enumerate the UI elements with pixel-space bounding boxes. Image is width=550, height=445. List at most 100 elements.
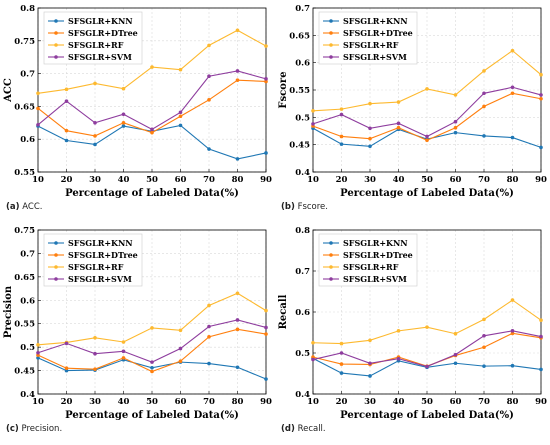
caption-text: Precision. bbox=[21, 424, 63, 434]
x-tick-label: 90 bbox=[260, 175, 272, 185]
data-point bbox=[150, 130, 154, 135]
data-point bbox=[482, 345, 486, 350]
data-point bbox=[150, 365, 154, 370]
x-tick-label: 10 bbox=[307, 397, 319, 407]
data-point bbox=[264, 151, 268, 155]
data-point bbox=[482, 69, 486, 73]
y-tick-label: 0.75 bbox=[14, 37, 35, 47]
legend-label: SFSGLR+KNN bbox=[343, 16, 408, 26]
legend-label: SFSGLR+SVM bbox=[68, 274, 132, 284]
data-point bbox=[453, 331, 458, 336]
data-point bbox=[539, 334, 543, 339]
data-point bbox=[235, 69, 240, 73]
series-sfsglr-rf bbox=[36, 28, 268, 96]
data-point bbox=[425, 134, 429, 139]
x-tick-label: 70 bbox=[203, 397, 215, 407]
acc-chart: 10 20 30 40 50 60 70 80 90 0.55 0.6 0.65 0.7 0.75 0.8 P… bbox=[3, 4, 272, 199]
data-point bbox=[178, 123, 183, 128]
x-tick-label: 50 bbox=[421, 175, 433, 185]
series-sfsglr-dtree bbox=[36, 327, 268, 374]
data-point bbox=[425, 138, 429, 143]
x-axis-label: Percentage of Labeled Data(%) bbox=[65, 410, 239, 421]
legend-label: SFSGLR+RF bbox=[68, 262, 124, 272]
data-point bbox=[235, 28, 240, 33]
y-tick-label: 0.8 bbox=[295, 226, 310, 236]
legend-marker bbox=[329, 19, 333, 23]
y-tick-label: 0.6 bbox=[20, 296, 35, 306]
data-point bbox=[396, 356, 401, 361]
data-point bbox=[368, 126, 372, 131]
data-point bbox=[311, 340, 315, 345]
data-point bbox=[207, 303, 211, 308]
y-tick-label: 0.65 bbox=[14, 273, 35, 283]
x-tick-label: 30 bbox=[89, 175, 101, 185]
data-point bbox=[339, 341, 344, 346]
data-point bbox=[93, 335, 97, 340]
x-tick-label: 40 bbox=[118, 175, 130, 185]
x-tick-label: 50 bbox=[146, 175, 158, 185]
x-tick-label: 40 bbox=[393, 175, 405, 185]
x-tick-label: 60 bbox=[450, 175, 462, 185]
caption: (d) Recall. bbox=[281, 424, 326, 434]
data-point bbox=[482, 134, 486, 138]
y-axis-label: Precision bbox=[3, 285, 14, 338]
y-tick-label: 0.4 bbox=[295, 390, 310, 400]
data-point bbox=[178, 359, 183, 363]
data-point bbox=[121, 86, 126, 91]
x-axis-label: Percentage of Labeled Data(%) bbox=[340, 188, 514, 199]
y-tick-label: 0.5 bbox=[295, 349, 310, 359]
legend-label: SFSGLR+RF bbox=[343, 262, 399, 272]
y-tick-label: 0.6 bbox=[20, 135, 35, 145]
x-tick-label: 50 bbox=[421, 397, 433, 407]
y-tick-label: 0.7 bbox=[20, 249, 35, 259]
y-tick-label: 0.55 bbox=[14, 168, 35, 178]
recall-chart: 10 20 30 40 50 60 70 80 90 0.4 0.5 0.6 0.7 0.8 Percent… bbox=[278, 226, 547, 421]
legend: SFSGLR+KNN SFSGLR+DTree SFSGLR+RF SFSGLR+SV… bbox=[318, 11, 418, 65]
data-point bbox=[207, 361, 211, 366]
data-point bbox=[539, 72, 543, 77]
data-point bbox=[368, 374, 372, 378]
legend-marker bbox=[54, 277, 58, 281]
legend-label: SFSGLR+DTree bbox=[343, 250, 413, 260]
data-point bbox=[510, 298, 515, 302]
data-point bbox=[121, 112, 126, 117]
data-point bbox=[510, 48, 515, 53]
data-point bbox=[311, 108, 315, 113]
x-tick-label: 80 bbox=[507, 175, 519, 185]
y-tick-label: 0.8 bbox=[20, 4, 35, 14]
x-tick-label: 40 bbox=[393, 397, 405, 407]
data-point bbox=[396, 125, 401, 130]
data-point bbox=[368, 338, 372, 343]
data-point bbox=[36, 343, 40, 347]
data-point bbox=[235, 291, 240, 296]
data-point bbox=[64, 99, 69, 103]
y-tick-label: 0.5 bbox=[295, 113, 310, 123]
legend-marker bbox=[329, 241, 333, 245]
data-point bbox=[235, 157, 240, 161]
y-tick-label: 0.45 bbox=[14, 367, 35, 377]
y-tick-label: 0.6 bbox=[295, 308, 310, 318]
series-sfsglr-svm bbox=[36, 318, 268, 364]
y-axis-label: Fscore bbox=[278, 71, 289, 108]
data-point bbox=[311, 355, 315, 359]
x-tick-label: 90 bbox=[535, 175, 547, 185]
x-tick-label: 40 bbox=[118, 397, 130, 407]
x-tick-label: 70 bbox=[203, 175, 215, 185]
data-point bbox=[207, 43, 211, 48]
data-point bbox=[150, 127, 154, 132]
data-point bbox=[539, 145, 543, 150]
y-tick-label: 0.4 bbox=[295, 168, 310, 178]
legend-marker bbox=[54, 253, 58, 257]
data-point bbox=[368, 101, 372, 106]
data-point bbox=[339, 142, 344, 146]
legend: SFSGLR+KNN SFSGLR+DTree SFSGLR+RF SFSGLR+SV… bbox=[43, 11, 143, 65]
x-axis-label: Percentage of Labeled Data(%) bbox=[340, 410, 514, 421]
data-point bbox=[264, 44, 268, 48]
caption-text: Recall. bbox=[297, 424, 326, 434]
panel-fscore: 10 20 30 40 50 60 70 80 90 0.4 0.45 0.5 0.55 0.6 0.65 0… bbox=[275, 0, 550, 222]
data-point bbox=[121, 349, 126, 354]
data-point bbox=[121, 340, 126, 344]
data-point bbox=[36, 122, 40, 127]
y-tick-label: 0.65 bbox=[14, 102, 35, 112]
